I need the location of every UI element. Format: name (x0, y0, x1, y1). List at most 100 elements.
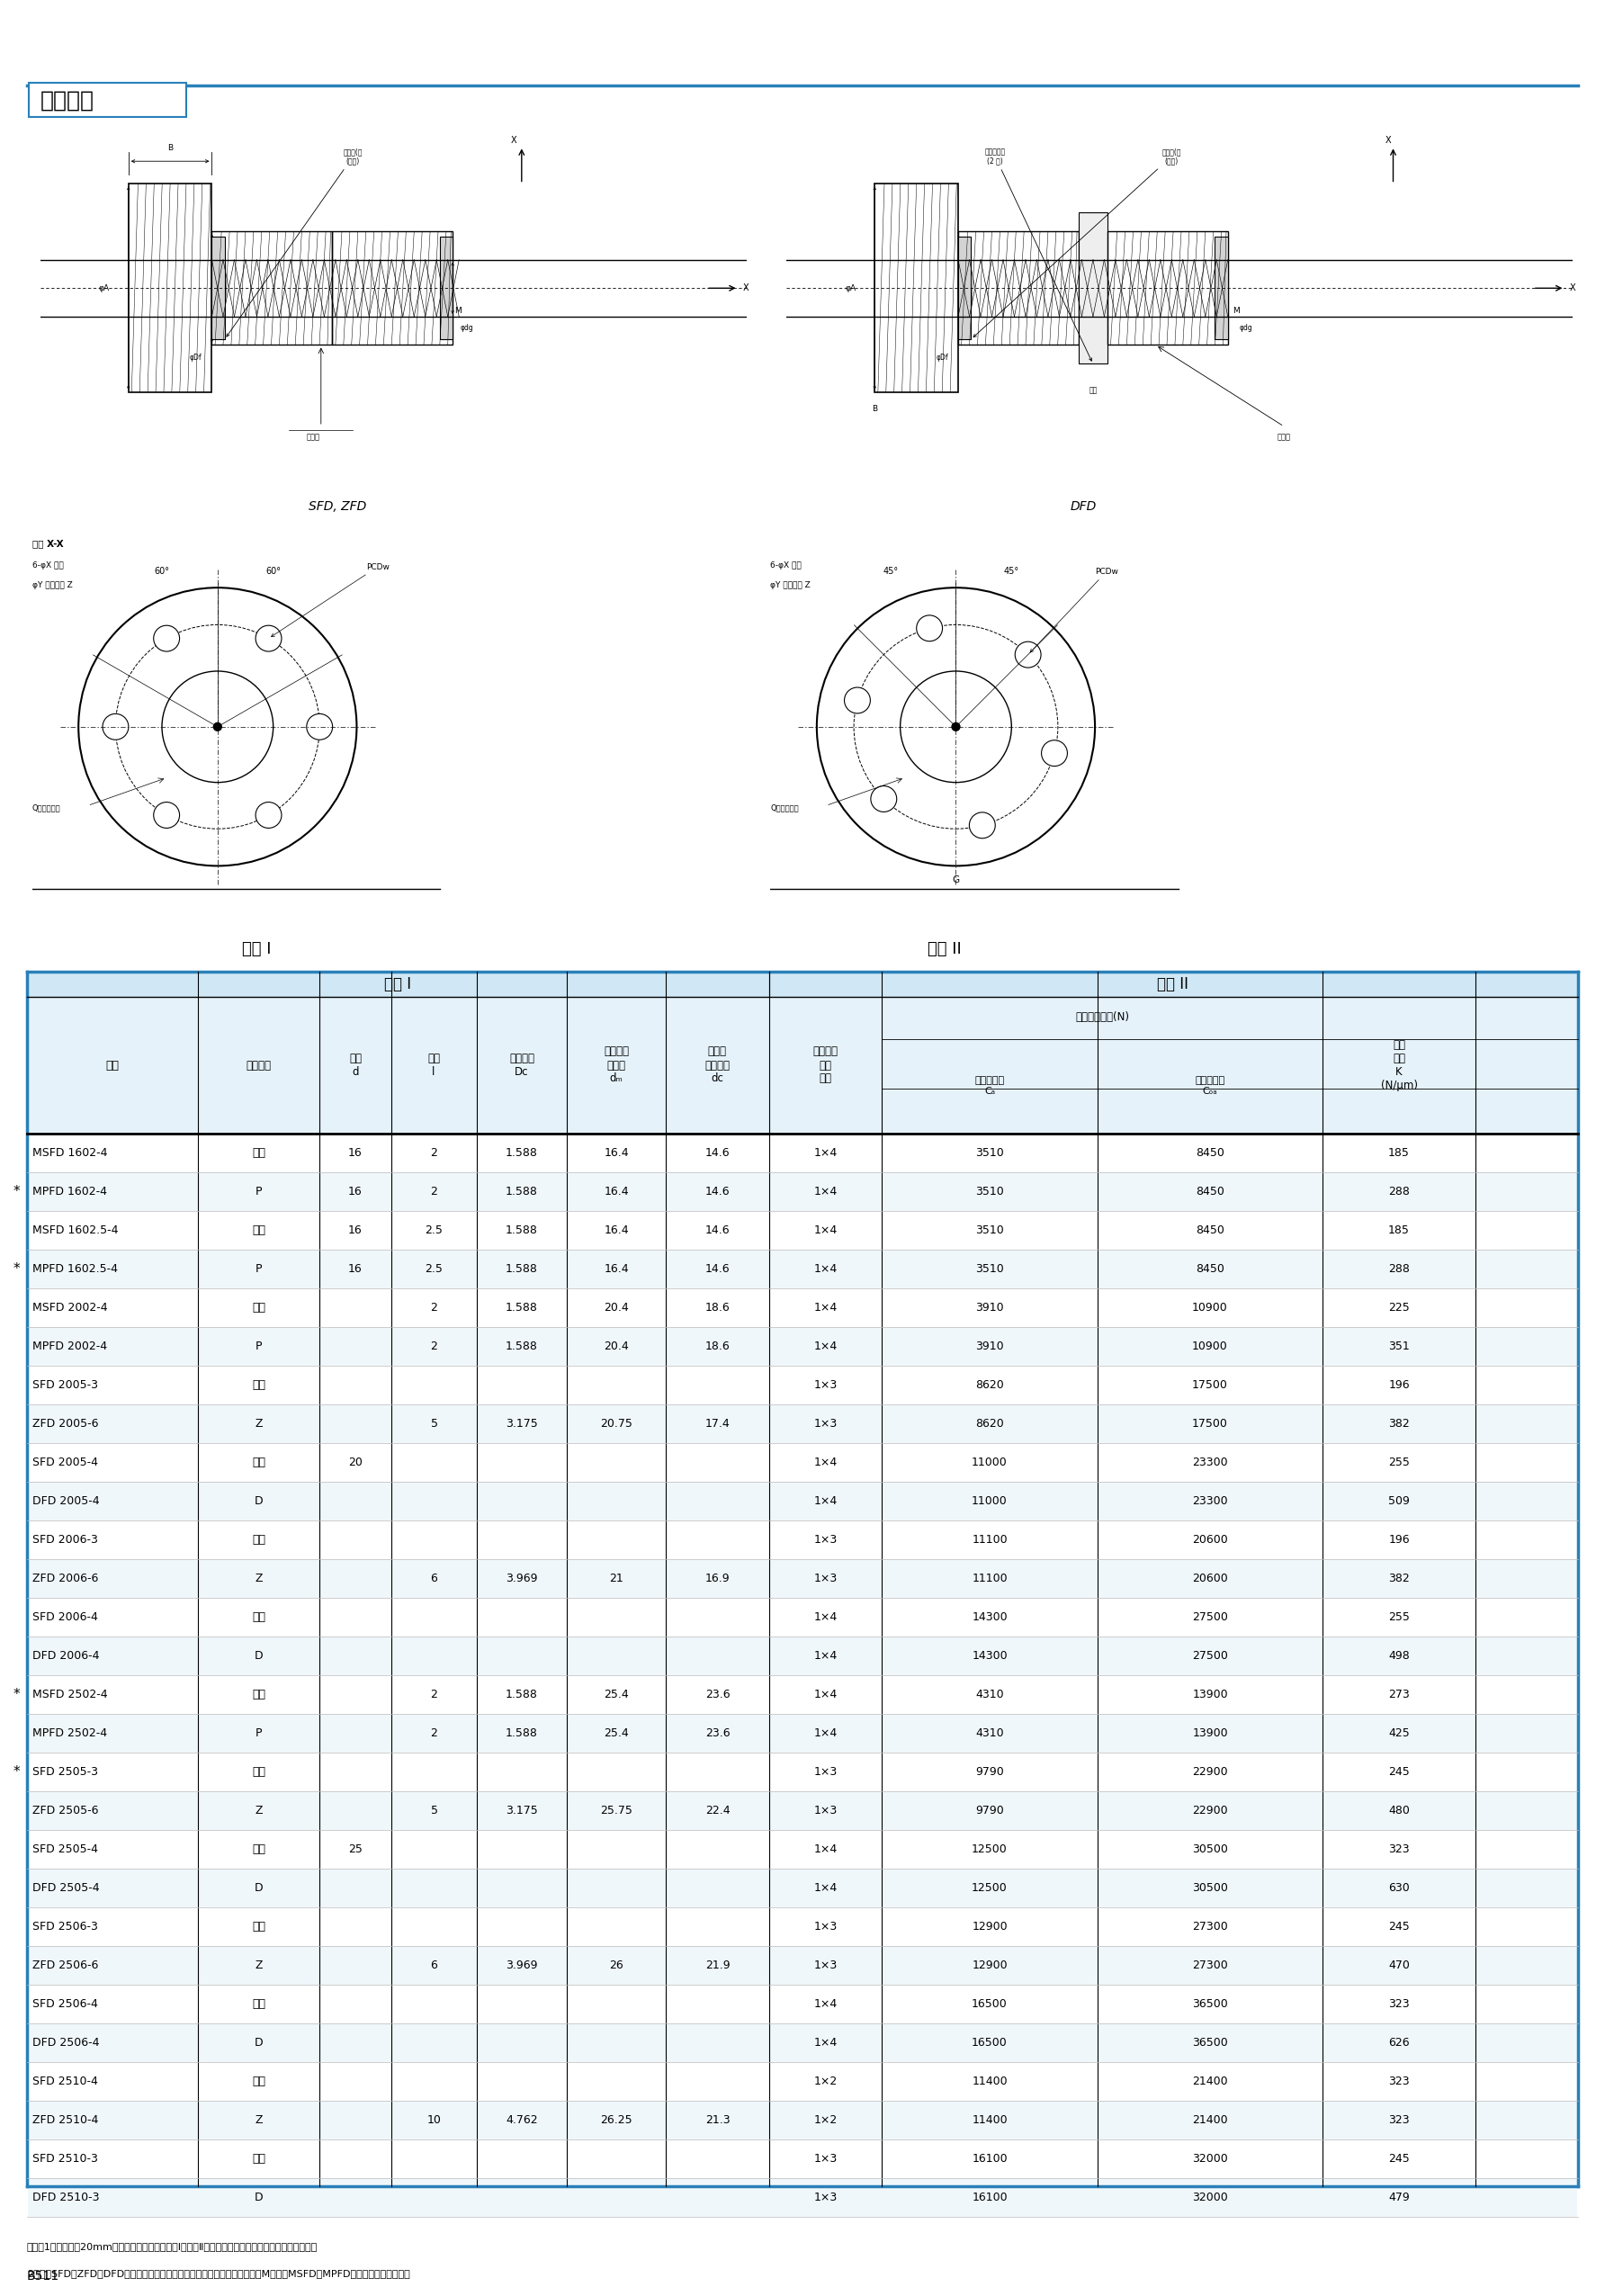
Text: 630: 630 (1388, 1883, 1409, 1894)
Bar (1079, 214, 1107, 363)
Bar (27, 996, 1578, 1134)
Text: 1×4: 1×4 (814, 1998, 838, 2009)
Text: 16: 16 (348, 1263, 363, 1274)
Text: 16.4: 16.4 (603, 1263, 629, 1274)
Text: D: D (254, 1883, 263, 1894)
Text: D: D (254, 2037, 263, 2048)
Bar (128, 184, 212, 393)
Text: 288: 288 (1388, 1263, 1409, 1274)
Text: SFD 2510-4: SFD 2510-4 (32, 2076, 98, 2087)
Text: 25.4: 25.4 (603, 1727, 629, 1738)
Circle shape (844, 687, 870, 714)
Text: MPFD 1602-4: MPFD 1602-4 (32, 1185, 108, 1199)
Text: X: X (510, 135, 517, 145)
Text: 间隙: 间隙 (252, 1302, 265, 1313)
Text: 14.6: 14.6 (705, 1224, 730, 1235)
Text: 20.4: 20.4 (603, 1302, 629, 1313)
Text: 185: 185 (1388, 1148, 1409, 1159)
Text: SFD 2006-4: SFD 2006-4 (32, 1612, 98, 1623)
Text: 25.4: 25.4 (603, 1690, 629, 1701)
Text: 27300: 27300 (1193, 1922, 1228, 1933)
Text: 26: 26 (610, 1958, 623, 1972)
Bar (27, 1481, 1578, 1520)
Text: 36500: 36500 (1193, 1998, 1228, 2009)
Text: 圆形 I: 圆形 I (242, 941, 271, 957)
Text: 间隙: 间隙 (252, 1690, 265, 1701)
Text: φdg: φdg (1239, 324, 1252, 331)
Circle shape (255, 801, 281, 829)
Text: 额定静负载
Cₒₐ: 额定静负载 Cₒₐ (1196, 1077, 1225, 1095)
Text: 23300: 23300 (1193, 1456, 1228, 1467)
Text: P: P (255, 1263, 262, 1274)
Text: D: D (254, 1651, 263, 1662)
Text: 288: 288 (1388, 1185, 1409, 1199)
Text: ZFD 2005-6: ZFD 2005-6 (32, 1419, 98, 1430)
Text: 间隙: 间隙 (252, 1766, 265, 1777)
Text: DFD 2510-3: DFD 2510-3 (32, 2193, 100, 2204)
FancyBboxPatch shape (29, 83, 186, 117)
Text: 1×3: 1×3 (814, 2193, 838, 2204)
Text: PCDw: PCDw (1030, 567, 1119, 652)
Text: 16.4: 16.4 (603, 1148, 629, 1159)
Text: 1×4: 1×4 (814, 1495, 838, 1506)
Text: D: D (254, 2193, 263, 2204)
Text: 8450: 8450 (1196, 1224, 1225, 1235)
Text: 圆形 I: 圆形 I (384, 976, 411, 992)
Text: 2.5: 2.5 (425, 1224, 443, 1235)
Text: 45°: 45° (883, 567, 899, 576)
Text: 11100: 11100 (971, 1573, 1008, 1584)
Text: 间隙: 间隙 (252, 2076, 265, 2087)
Text: 备注：1．轴外径在20mm以上的法兰盘形状为圆形Ⅰ和圆形Ⅱ，请根据螺母安装部的空间选定所需型号。: 备注：1．轴外径在20mm以上的法兰盘形状为圆形Ⅰ和圆形Ⅱ，请根据螺母安装部的空… (27, 2241, 318, 2250)
Text: Q（注油孔）: Q（注油孔） (770, 804, 799, 813)
Text: 1×3: 1×3 (814, 1922, 838, 1933)
Text: 255: 255 (1388, 1612, 1409, 1623)
Text: 垂圈: 垂圈 (1088, 386, 1098, 395)
Bar (27, 1791, 1578, 1830)
Text: SFD 2505-3: SFD 2505-3 (32, 1766, 98, 1777)
Bar (212, 232, 332, 344)
Text: 间隙: 间隙 (252, 1922, 265, 1933)
Text: 有效圈数
圈数
列数: 有效圈数 圈数 列数 (812, 1047, 838, 1084)
Text: 预压方式: 预压方式 (246, 1058, 271, 1070)
Text: 498: 498 (1388, 1651, 1409, 1662)
Text: 1×3: 1×3 (814, 1805, 838, 1816)
Text: 1×4: 1×4 (814, 1148, 838, 1159)
Bar (27, 1713, 1578, 1752)
Text: 323: 323 (1388, 1998, 1409, 2009)
Text: 17500: 17500 (1193, 1380, 1228, 1391)
Text: MSFD 1602-4: MSFD 1602-4 (32, 1148, 108, 1159)
Text: 5: 5 (430, 1419, 438, 1430)
Text: 5: 5 (430, 1805, 438, 1816)
Bar (27, 2179, 1578, 2218)
Text: 1×4: 1×4 (814, 1341, 838, 1352)
Text: 470: 470 (1388, 1958, 1409, 1972)
Text: 21: 21 (610, 1573, 623, 1584)
Text: 轴径
d: 轴径 d (348, 1052, 361, 1077)
Text: 323: 323 (1388, 2076, 1409, 2087)
Text: 17.4: 17.4 (705, 1419, 730, 1430)
Bar (1107, 232, 1228, 344)
Text: 32000: 32000 (1193, 2193, 1228, 2204)
Text: 13900: 13900 (1193, 1690, 1228, 1701)
Text: 1×4: 1×4 (814, 1844, 838, 1855)
Text: 2: 2 (430, 1185, 438, 1199)
Text: 1×3: 1×3 (814, 1958, 838, 1972)
Text: SFD, ZFD: SFD, ZFD (308, 501, 366, 512)
Text: 323: 323 (1388, 2115, 1409, 2126)
Text: 9790: 9790 (976, 1805, 1003, 1816)
Text: 20600: 20600 (1193, 1573, 1228, 1584)
Text: φY 沉孔深度 Z: φY 沉孔深度 Z (770, 581, 811, 590)
Text: 1.588: 1.588 (506, 1302, 538, 1313)
Text: SFD 2510-3: SFD 2510-3 (32, 2154, 98, 2165)
Text: 3510: 3510 (976, 1185, 1003, 1199)
Text: SFD 2506-4: SFD 2506-4 (32, 1998, 98, 2009)
Bar (27, 1173, 1578, 1210)
Text: 480: 480 (1388, 1805, 1409, 1816)
Circle shape (952, 723, 960, 732)
Text: 8450: 8450 (1196, 1148, 1225, 1159)
Text: 1.588: 1.588 (506, 1148, 538, 1159)
Text: 8450: 8450 (1196, 1185, 1225, 1199)
Circle shape (916, 615, 942, 641)
Text: 12900: 12900 (971, 1958, 1008, 1972)
Text: 2: 2 (430, 1302, 438, 1313)
